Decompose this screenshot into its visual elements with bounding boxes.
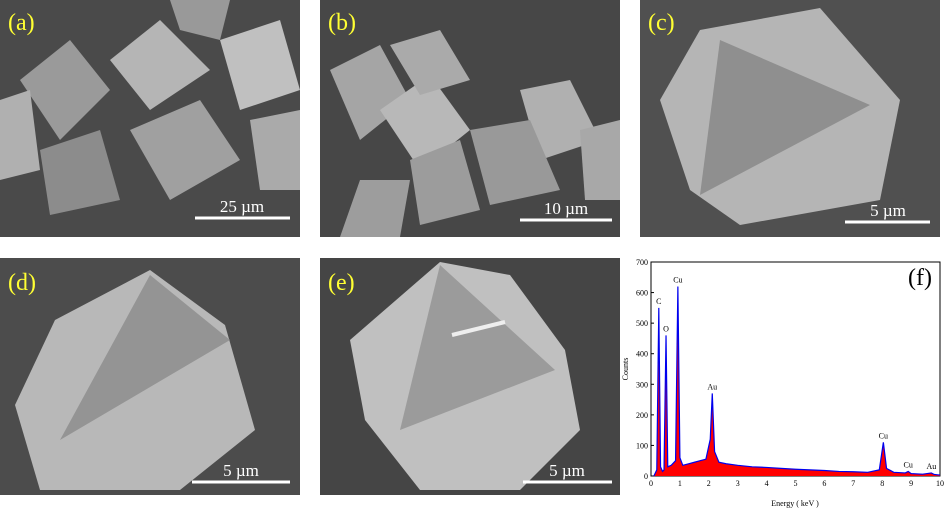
x-tick-label: 5 bbox=[794, 479, 798, 488]
panel-a: (a) 25 µm bbox=[0, 0, 300, 237]
x-tick-label: 2 bbox=[707, 479, 711, 488]
x-tick-label: 9 bbox=[909, 479, 913, 488]
scale-bar-label: 5 µm bbox=[223, 461, 259, 480]
x-tick-label: 3 bbox=[736, 479, 740, 488]
scale-bar-label: 25 µm bbox=[220, 197, 264, 216]
y-tick-label: 400 bbox=[636, 350, 648, 359]
panel-b: (b) 10 µm bbox=[320, 0, 620, 237]
x-tick-label: 1 bbox=[678, 479, 682, 488]
x-tick-label: 10 bbox=[936, 479, 944, 488]
x-tick-label: 0 bbox=[649, 479, 653, 488]
y-tick-label: 500 bbox=[636, 319, 648, 328]
plot-frame bbox=[650, 261, 941, 477]
x-axis-label: Energy ( keV ) bbox=[771, 499, 819, 508]
scale-bar-label: 5 µm bbox=[870, 201, 906, 220]
y-tick-label: 100 bbox=[636, 441, 648, 450]
x-tick-label: 4 bbox=[765, 479, 769, 488]
peak-label: Cu bbox=[904, 460, 913, 469]
panel-e: (e) 5 µm bbox=[320, 258, 620, 495]
spectrum-line bbox=[653, 286, 941, 477]
peak-label: Au bbox=[926, 462, 936, 471]
peak-label: Cu bbox=[673, 275, 682, 284]
y-tick-label: 600 bbox=[636, 289, 648, 298]
y-tick-label: 700 bbox=[636, 258, 648, 267]
panel-label: (d) bbox=[8, 270, 36, 296]
spectrum-area bbox=[653, 286, 940, 476]
panel-label: (b) bbox=[328, 10, 356, 36]
x-tick-label: 6 bbox=[822, 479, 826, 488]
panel-label: (a) bbox=[8, 10, 35, 36]
panel-c: (c) 5 µm bbox=[640, 0, 940, 237]
panel-label: (c) bbox=[648, 10, 675, 36]
x-tick-label: 8 bbox=[880, 479, 884, 488]
panel-label: (f) bbox=[908, 265, 932, 291]
x-tick-label: 7 bbox=[851, 479, 855, 488]
y-axis-label: Counts bbox=[621, 358, 630, 381]
peak-label: C bbox=[656, 297, 661, 306]
peak-label: Cu bbox=[879, 431, 888, 440]
peak-label: O bbox=[663, 324, 669, 333]
y-tick-label: 300 bbox=[636, 380, 648, 389]
panel-d: (d) 5 µm bbox=[0, 258, 300, 495]
scale-bar-label: 10 µm bbox=[544, 199, 588, 218]
y-tick-label: 0 bbox=[644, 472, 648, 481]
peak-label: Au bbox=[707, 382, 717, 391]
y-tick-label: 200 bbox=[636, 411, 648, 420]
scale-bar-label: 5 µm bbox=[549, 461, 585, 480]
panel-label: (e) bbox=[328, 270, 355, 296]
